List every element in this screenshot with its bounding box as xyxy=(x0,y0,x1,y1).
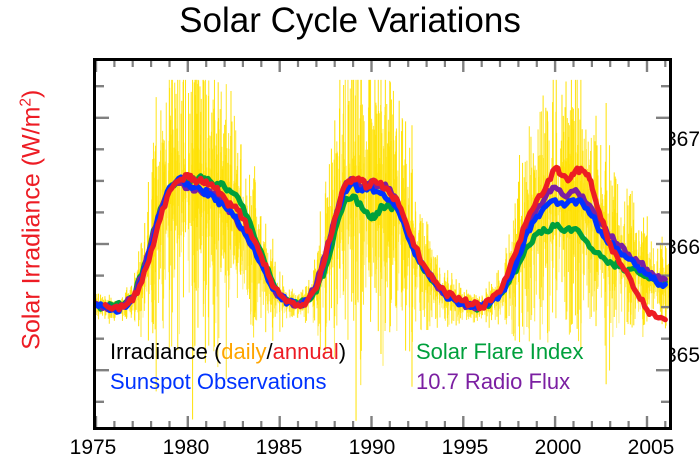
x-tick-label-1975: 1975 xyxy=(69,436,117,459)
legend-irradiance-slash: / xyxy=(266,339,273,364)
legend-irradiance-prefix: Irradiance ( xyxy=(110,339,222,364)
legend-irradiance-suffix: ) xyxy=(338,339,347,364)
x-tick-label-2000: 2000 xyxy=(534,436,582,459)
plot-canvas xyxy=(96,61,669,427)
legend-irradiance-annual: annual xyxy=(272,339,339,364)
x-tick-label-1985: 1985 xyxy=(255,436,303,459)
x-tick-label-1980: 1980 xyxy=(162,436,210,459)
legend-item-radio-flux: 10.7 Radio Flux xyxy=(416,369,571,394)
plot-area: Irradiance (daily/annual) Sunspot Observ… xyxy=(93,58,672,430)
y-axis-label-close: ) xyxy=(17,89,46,98)
series-lines xyxy=(96,164,668,323)
x-tick-label-2005: 2005 xyxy=(627,436,675,459)
legend-item-flare-index: Solar Flare Index xyxy=(416,339,584,364)
x-tick-label-1995: 1995 xyxy=(441,436,489,459)
legend-item-irradiance: Irradiance (daily/annual) xyxy=(110,339,346,365)
legend-irradiance-daily: daily xyxy=(221,339,267,364)
x-tick-label-1990: 1990 xyxy=(348,436,396,459)
page-title: Solar Cycle Variations xyxy=(179,1,521,40)
legend-item-sunspot: Sunspot Observations xyxy=(110,369,327,394)
y-axis-label-exponent: 2 xyxy=(17,97,35,107)
y-axis-label: Solar Irradiance (W/m2) xyxy=(17,40,46,400)
y-axis-label-base: Solar Irradiance (W/m xyxy=(17,106,46,350)
axis-ticks xyxy=(96,61,669,427)
